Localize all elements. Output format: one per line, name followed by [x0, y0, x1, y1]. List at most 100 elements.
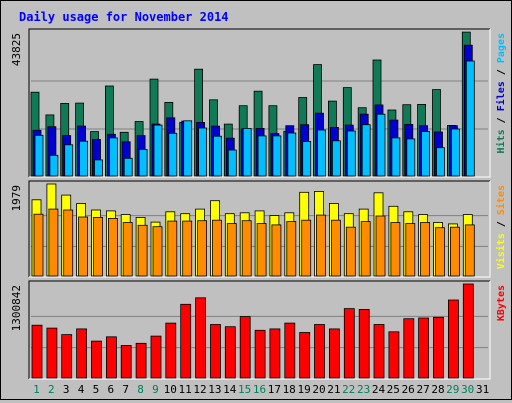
bar-kbytes-day-22 — [343, 308, 355, 379]
bar-pages-day-13 — [213, 135, 222, 177]
bar-sites-day-20 — [316, 214, 326, 277]
x-tick-label: 28 — [431, 383, 444, 396]
x-tick-label: 1 — [33, 383, 40, 396]
bar-pages-day-18 — [287, 132, 297, 177]
x-tick-label: 12 — [193, 383, 206, 396]
bar-sites-day-9 — [152, 226, 163, 277]
bar-pages-day-23 — [361, 124, 371, 177]
panel-series-legend: Hits / Files / Pages — [495, 33, 507, 153]
bar-sites-day-21 — [330, 219, 341, 277]
x-tick-label: 5 — [93, 383, 100, 396]
bar-kbytes-day-18 — [284, 322, 296, 379]
bar-sites-day-17 — [271, 224, 282, 277]
bar-sites-day-18 — [286, 221, 297, 277]
bar-pages-day-14 — [227, 149, 237, 177]
bar-kbytes-day-1 — [31, 324, 43, 379]
bar-sites-day-7 — [122, 222, 133, 277]
bar-sites-day-5 — [93, 216, 103, 277]
bar-pages-day-16 — [257, 135, 267, 177]
bar-pages-day-28 — [436, 147, 445, 177]
x-tick-label: 19 — [297, 383, 310, 396]
x-tick-label: 8 — [137, 383, 144, 396]
bar-sites-day-2 — [48, 208, 59, 277]
bar-kbytes-day-11 — [180, 303, 192, 379]
panel-max-label: 43825 — [10, 33, 23, 66]
x-tick-label: 13 — [208, 383, 221, 396]
bar-pages-day-24 — [376, 113, 386, 177]
legend-separator: / — [496, 215, 507, 233]
bar-pages-day-2 — [49, 154, 59, 177]
legend-separator: / — [496, 63, 507, 81]
x-tick-label: 2 — [48, 383, 55, 396]
bar-sites-day-6 — [108, 217, 118, 277]
bar-kbytes-day-17 — [269, 328, 281, 379]
x-tick-label: 24 — [372, 383, 386, 396]
x-tick-label: 3 — [63, 383, 70, 396]
bar-kbytes-day-26 — [403, 318, 415, 379]
bar-kbytes-day-13 — [210, 324, 221, 379]
bar-kbytes-day-21 — [328, 328, 340, 379]
bar-sites-day-11 — [182, 220, 193, 277]
bar-sites-day-8 — [137, 224, 148, 277]
bar-kbytes-day-16 — [254, 329, 266, 379]
bar-sites-day-28 — [435, 227, 445, 277]
bar-sites-day-3 — [63, 209, 74, 277]
bar-pages-day-25 — [391, 137, 401, 177]
bar-kbytes-day-24 — [373, 324, 385, 379]
bar-pages-day-20 — [317, 129, 326, 177]
bar-pages-day-21 — [331, 140, 341, 177]
bar-sites-day-27 — [420, 222, 431, 277]
bar-pages-day-26 — [406, 138, 416, 177]
panel-series-legend: Visits / Sites — [495, 185, 507, 269]
bar-kbytes-day-14 — [224, 326, 236, 379]
x-tick-label: 31 — [476, 383, 489, 396]
bar-sites-day-4 — [78, 216, 88, 277]
bar-sites-day-1 — [33, 213, 44, 277]
x-tick-label: 27 — [416, 383, 429, 396]
bar-sites-day-26 — [405, 223, 416, 277]
bar-pages-day-27 — [421, 131, 431, 177]
bar-sites-day-29 — [449, 226, 460, 277]
bar-sites-day-12 — [197, 220, 208, 277]
bar-kbytes-day-5 — [91, 340, 102, 379]
legend-kbytes: KBytes — [496, 285, 507, 321]
bar-kbytes-day-29 — [447, 299, 459, 379]
bar-pages-day-30 — [465, 60, 475, 177]
bar-kbytes-day-15 — [239, 316, 251, 379]
panel-max-label: 1300842 — [10, 285, 23, 331]
bar-kbytes-day-7 — [120, 345, 132, 379]
bar-kbytes-day-3 — [61, 334, 73, 379]
bar-pages-day-10 — [168, 132, 178, 177]
bar-kbytes-day-23 — [358, 308, 370, 379]
bar-sites-day-25 — [390, 222, 401, 277]
bar-kbytes-day-9 — [150, 335, 162, 379]
bar-sites-day-14 — [226, 223, 237, 277]
bar-sites-day-10 — [167, 220, 178, 277]
bar-kbytes-day-2 — [46, 327, 58, 379]
bar-sites-day-13 — [212, 219, 222, 277]
bar-sites-day-15 — [241, 220, 252, 277]
bar-kbytes-day-28 — [433, 316, 444, 379]
bar-pages-day-3 — [64, 144, 74, 177]
chart-title: Daily usage for November 2014 — [19, 10, 229, 24]
bar-pages-day-12 — [198, 127, 208, 177]
bar-pages-day-15 — [242, 128, 252, 177]
x-tick-label: 9 — [152, 383, 159, 396]
x-tick-label: 7 — [122, 383, 129, 396]
x-tick-label: 22 — [342, 383, 355, 396]
bar-kbytes-day-27 — [418, 317, 430, 379]
bar-kbytes-day-19 — [299, 332, 311, 379]
x-tick-label: 10 — [164, 383, 177, 396]
x-tick-label: 23 — [357, 383, 370, 396]
panel-series-legend: KBytes — [496, 285, 507, 321]
bar-pages-day-6 — [109, 137, 118, 177]
bar-pages-day-8 — [138, 148, 148, 177]
bar-kbytes-day-6 — [106, 336, 117, 379]
x-tick-label: 15 — [238, 383, 251, 396]
legend-pages: Pages — [496, 33, 507, 63]
legend-files: Files — [495, 81, 507, 111]
x-tick-label: 20 — [312, 383, 325, 396]
x-tick-label: 16 — [253, 383, 266, 396]
